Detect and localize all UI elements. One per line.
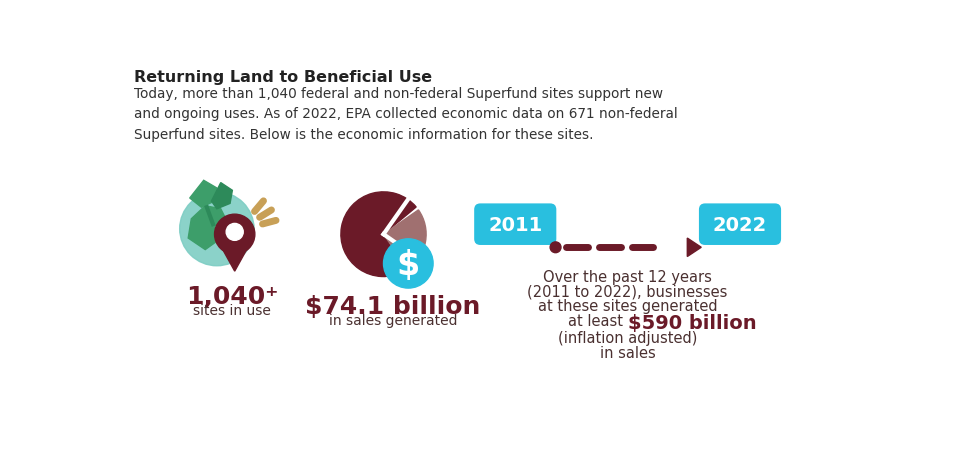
Wedge shape [383,211,426,269]
Text: 2022: 2022 [713,216,767,235]
Text: at these sites generated: at these sites generated [538,299,717,313]
Circle shape [214,215,254,255]
Text: 1,040⁺: 1,040⁺ [186,285,278,308]
Text: Over the past 12 years: Over the past 12 years [543,269,712,284]
Text: Today, more than 1,040 federal and non-federal Superfund sites support new
and o: Today, more than 1,040 federal and non-f… [134,87,678,142]
Text: in sales: in sales [600,345,656,360]
FancyBboxPatch shape [699,204,781,245]
Text: Returning Land to Beneficial Use: Returning Land to Beneficial Use [134,69,432,84]
Circle shape [383,239,433,289]
Circle shape [340,192,427,278]
Text: $: $ [396,248,420,281]
Circle shape [550,242,561,253]
Polygon shape [218,241,252,272]
Text: at least: at least [568,313,628,328]
Text: in sales generated: in sales generated [328,313,457,327]
Polygon shape [190,181,217,208]
Polygon shape [687,239,701,257]
Circle shape [180,193,254,266]
Text: $74.1 billion: $74.1 billion [305,295,481,318]
Text: (inflation adjusted): (inflation adjusted) [558,330,697,345]
Polygon shape [188,206,225,250]
Text: (2011 to 2022), businesses: (2011 to 2022), businesses [527,284,728,299]
Text: 2011: 2011 [488,216,542,235]
Wedge shape [341,193,416,277]
Text: sites in use: sites in use [193,303,272,317]
Text: $590 billion: $590 billion [628,313,756,332]
Circle shape [227,224,243,241]
Polygon shape [211,183,232,209]
FancyBboxPatch shape [474,204,557,245]
